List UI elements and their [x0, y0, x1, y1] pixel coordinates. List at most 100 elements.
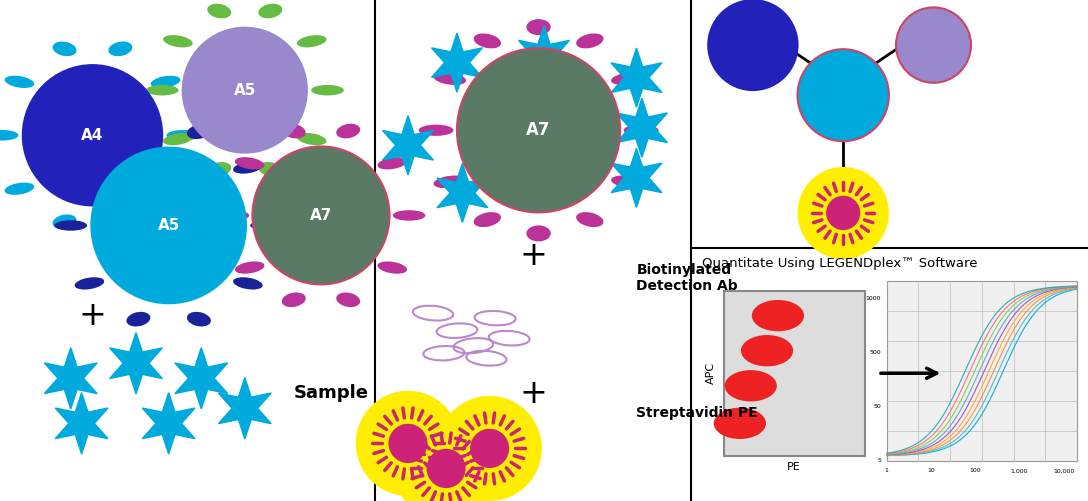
- Ellipse shape: [0, 130, 18, 140]
- Ellipse shape: [623, 125, 658, 136]
- Polygon shape: [175, 348, 227, 409]
- Ellipse shape: [208, 4, 232, 19]
- Polygon shape: [432, 33, 482, 92]
- Ellipse shape: [473, 212, 500, 227]
- Ellipse shape: [297, 35, 326, 48]
- Polygon shape: [110, 333, 162, 394]
- Ellipse shape: [437, 396, 542, 501]
- Text: Biotinylated
Detection Ab: Biotinylated Detection Ab: [636, 263, 738, 293]
- Ellipse shape: [233, 161, 262, 174]
- Ellipse shape: [163, 133, 193, 145]
- Ellipse shape: [146, 85, 178, 95]
- Ellipse shape: [258, 4, 282, 19]
- Ellipse shape: [741, 335, 793, 366]
- Text: A5: A5: [158, 218, 180, 233]
- Ellipse shape: [611, 175, 644, 188]
- Text: APC: APC: [705, 362, 716, 384]
- Text: 1000: 1000: [866, 296, 881, 301]
- Ellipse shape: [826, 196, 861, 230]
- Polygon shape: [519, 26, 569, 85]
- Ellipse shape: [151, 76, 181, 88]
- Text: 10: 10: [927, 468, 935, 473]
- Polygon shape: [55, 393, 108, 454]
- Ellipse shape: [336, 293, 360, 307]
- Ellipse shape: [473, 34, 500, 49]
- Ellipse shape: [166, 130, 199, 140]
- Ellipse shape: [897, 8, 970, 83]
- Polygon shape: [611, 48, 662, 107]
- Ellipse shape: [393, 210, 425, 220]
- Text: 100: 100: [969, 468, 981, 473]
- Ellipse shape: [109, 214, 133, 229]
- Text: +: +: [519, 239, 547, 272]
- Ellipse shape: [527, 225, 551, 241]
- Text: +: +: [78, 299, 107, 332]
- Ellipse shape: [187, 124, 211, 139]
- Text: A5: A5: [234, 83, 256, 98]
- Ellipse shape: [378, 262, 407, 274]
- Text: Streptavidin PE: Streptavidin PE: [636, 406, 758, 420]
- Ellipse shape: [433, 72, 466, 85]
- Polygon shape: [383, 116, 433, 175]
- Text: A4: A4: [82, 128, 103, 143]
- Polygon shape: [143, 393, 195, 454]
- Ellipse shape: [52, 42, 76, 56]
- Ellipse shape: [75, 161, 104, 174]
- Ellipse shape: [75, 277, 104, 290]
- Ellipse shape: [798, 49, 889, 141]
- Text: 50: 50: [874, 404, 881, 409]
- Ellipse shape: [4, 76, 34, 88]
- Ellipse shape: [426, 449, 466, 488]
- Text: A7: A7: [310, 208, 332, 223]
- Ellipse shape: [378, 157, 407, 169]
- Ellipse shape: [707, 0, 799, 91]
- Ellipse shape: [252, 146, 390, 285]
- Ellipse shape: [235, 157, 264, 169]
- Ellipse shape: [22, 64, 163, 206]
- Ellipse shape: [725, 370, 777, 401]
- Ellipse shape: [109, 42, 133, 56]
- Polygon shape: [45, 348, 97, 409]
- Ellipse shape: [90, 147, 247, 304]
- Ellipse shape: [433, 175, 466, 188]
- Ellipse shape: [297, 133, 326, 145]
- Ellipse shape: [182, 27, 308, 154]
- Ellipse shape: [163, 35, 193, 48]
- Ellipse shape: [4, 182, 34, 195]
- FancyBboxPatch shape: [887, 281, 1077, 461]
- Ellipse shape: [577, 34, 604, 49]
- Ellipse shape: [611, 72, 644, 85]
- Ellipse shape: [714, 408, 766, 439]
- Text: 500: 500: [869, 350, 881, 355]
- Ellipse shape: [250, 220, 283, 230]
- Ellipse shape: [208, 162, 232, 177]
- Ellipse shape: [470, 429, 509, 468]
- Ellipse shape: [356, 391, 460, 496]
- Text: 10,000: 10,000: [1053, 468, 1075, 473]
- Polygon shape: [617, 98, 667, 157]
- Text: 5: 5: [877, 458, 881, 463]
- Ellipse shape: [233, 277, 262, 290]
- Ellipse shape: [54, 220, 87, 230]
- Ellipse shape: [419, 125, 454, 136]
- Ellipse shape: [187, 312, 211, 327]
- Ellipse shape: [394, 416, 498, 501]
- Polygon shape: [437, 163, 487, 222]
- Ellipse shape: [151, 182, 181, 195]
- Ellipse shape: [282, 124, 306, 138]
- Ellipse shape: [577, 212, 604, 227]
- Text: A7: A7: [527, 121, 551, 139]
- Text: Quantitate Using LEGENDplex™ Software: Quantitate Using LEGENDplex™ Software: [702, 257, 977, 270]
- Polygon shape: [219, 378, 271, 439]
- FancyBboxPatch shape: [724, 291, 865, 456]
- Ellipse shape: [52, 214, 76, 229]
- Ellipse shape: [752, 300, 804, 331]
- Text: 1,000: 1,000: [1011, 468, 1028, 473]
- Text: Sample: Sample: [294, 384, 369, 402]
- Ellipse shape: [126, 312, 150, 327]
- Ellipse shape: [235, 262, 264, 274]
- Ellipse shape: [217, 210, 249, 220]
- Ellipse shape: [798, 167, 889, 259]
- Polygon shape: [611, 148, 662, 207]
- Ellipse shape: [457, 48, 620, 212]
